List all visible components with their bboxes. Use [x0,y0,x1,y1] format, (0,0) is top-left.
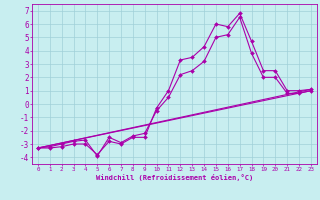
X-axis label: Windchill (Refroidissement éolien,°C): Windchill (Refroidissement éolien,°C) [96,174,253,181]
